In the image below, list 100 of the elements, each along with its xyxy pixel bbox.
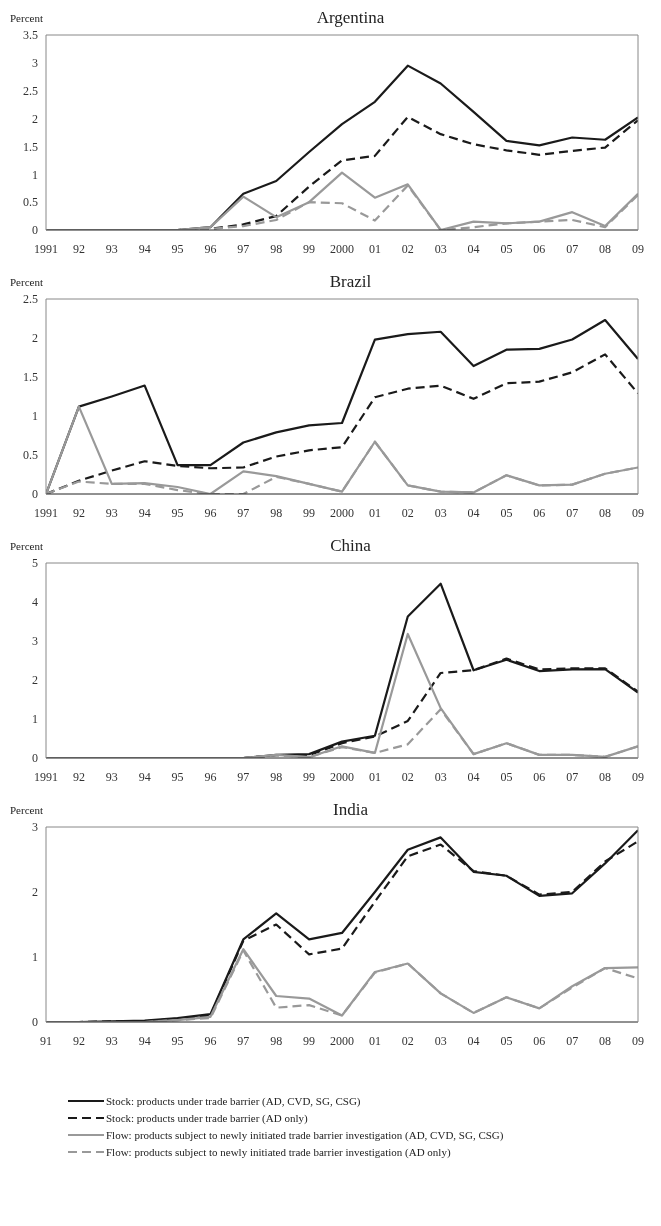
x-tick-label: 07 xyxy=(566,1033,579,1048)
y-tick-label: 1 xyxy=(32,712,38,727)
x-tick-label: 06 xyxy=(533,769,546,784)
x-tick-label: 1991 xyxy=(34,505,58,520)
x-tick-label: 1991 xyxy=(34,241,58,256)
y-tick-label: 3 xyxy=(32,820,38,835)
x-tick-label: 98 xyxy=(270,505,283,520)
x-tick-label: 92 xyxy=(72,1033,85,1048)
x-tick-label: 91 xyxy=(40,1033,52,1048)
y-tick-label: 1.5 xyxy=(23,370,38,385)
x-tick-label: 96 xyxy=(204,769,217,784)
x-tick-label: 02 xyxy=(401,241,414,256)
x-tick-label: 04 xyxy=(467,769,480,784)
x-tick-label: 05 xyxy=(500,241,513,256)
x-tick-label: 95 xyxy=(171,505,184,520)
y-tick-label: 1 xyxy=(32,409,38,424)
x-tick-label: 07 xyxy=(566,505,579,520)
y-axis-title: Percent xyxy=(10,804,43,816)
x-tick-label: 09 xyxy=(632,1033,644,1048)
x-tick-label: 01 xyxy=(368,769,381,784)
x-tick-label: 94 xyxy=(138,241,151,256)
x-tick-label: 04 xyxy=(467,1033,480,1048)
chart-title: Brazil xyxy=(329,272,372,291)
x-tick-label: 94 xyxy=(138,769,151,784)
y-tick-label: 2.5 xyxy=(23,83,38,98)
y-tick-label: 1 xyxy=(32,950,38,965)
x-tick-label: 07 xyxy=(566,769,579,784)
x-tick-label: 97 xyxy=(237,241,250,256)
x-tick-label: 97 xyxy=(237,505,250,520)
legend-label: Stock: products under trade barrier (AD only) xyxy=(106,1111,308,1124)
x-tick-label: 95 xyxy=(171,769,184,784)
x-tick-label: 95 xyxy=(171,1033,184,1048)
y-tick-label: 2 xyxy=(32,111,38,126)
x-tick-label: 05 xyxy=(500,505,513,520)
x-tick-label: 99 xyxy=(303,241,316,256)
y-tick-label: 3.5 xyxy=(23,28,38,43)
y-axis-title: Percent xyxy=(10,540,43,552)
y-tick-label: 0 xyxy=(32,1015,38,1030)
x-tick-label: 04 xyxy=(467,505,480,520)
x-tick-label: 06 xyxy=(533,1033,546,1048)
y-axis-title: Percent xyxy=(10,276,43,288)
x-tick-label: 92 xyxy=(72,769,85,784)
x-tick-label: 03 xyxy=(434,505,447,520)
y-tick-label: 2 xyxy=(32,331,38,346)
x-tick-label: 01 xyxy=(368,1033,381,1048)
x-tick-label: 1991 xyxy=(34,769,58,784)
y-tick-label: 2.5 xyxy=(23,292,38,307)
y-tick-label: 5 xyxy=(32,556,38,571)
x-tick-label: 96 xyxy=(204,505,217,520)
x-tick-label: 09 xyxy=(632,769,644,784)
y-tick-label: 2 xyxy=(32,673,38,688)
x-tick-label: 94 xyxy=(138,1033,151,1048)
x-tick-label: 98 xyxy=(270,769,283,784)
x-tick-label: 04 xyxy=(467,241,480,256)
x-tick-label: 09 xyxy=(632,505,644,520)
x-tick-label: 02 xyxy=(401,1033,414,1048)
x-tick-label: 95 xyxy=(171,241,184,256)
x-tick-label: 03 xyxy=(434,1033,447,1048)
x-tick-label: 93 xyxy=(105,769,118,784)
x-tick-label: 92 xyxy=(72,505,85,520)
x-tick-label: 03 xyxy=(434,769,447,784)
x-tick-label: 94 xyxy=(138,505,151,520)
x-tick-label: 98 xyxy=(270,1033,283,1048)
chart-title: Argentina xyxy=(316,8,385,27)
y-tick-label: 0 xyxy=(32,487,38,502)
y-axis-title: Percent xyxy=(10,12,43,24)
x-tick-label: 99 xyxy=(303,1033,316,1048)
x-tick-label: 96 xyxy=(204,1033,217,1048)
chart-title: India xyxy=(333,800,368,819)
x-tick-label: 2000 xyxy=(330,769,354,784)
x-tick-label: 98 xyxy=(270,241,283,256)
x-tick-label: 92 xyxy=(72,241,85,256)
x-tick-label: 93 xyxy=(105,1033,118,1048)
x-tick-label: 02 xyxy=(401,505,414,520)
x-tick-label: 06 xyxy=(533,505,546,520)
x-tick-label: 99 xyxy=(303,769,316,784)
x-tick-label: 07 xyxy=(566,241,579,256)
y-tick-label: 0.5 xyxy=(23,448,38,463)
x-tick-label: 01 xyxy=(368,241,381,256)
x-tick-label: 05 xyxy=(500,1033,513,1048)
x-tick-label: 01 xyxy=(368,505,381,520)
y-tick-label: 2 xyxy=(32,885,38,900)
x-tick-label: 08 xyxy=(599,769,612,784)
y-tick-label: 3 xyxy=(32,56,38,71)
x-tick-label: 99 xyxy=(303,505,316,520)
x-tick-label: 2000 xyxy=(330,505,354,520)
x-tick-label: 97 xyxy=(237,769,250,784)
x-tick-label: 2000 xyxy=(330,241,354,256)
y-tick-label: 0.5 xyxy=(23,195,38,210)
x-tick-label: 05 xyxy=(500,769,513,784)
x-tick-label: 08 xyxy=(599,505,612,520)
x-tick-label: 08 xyxy=(599,1033,612,1048)
x-tick-label: 03 xyxy=(434,241,447,256)
y-tick-label: 0 xyxy=(32,223,38,238)
legend-label: Flow: products subject to newly initiated trade barrier investigation (AD only) xyxy=(106,1145,451,1158)
y-tick-label: 1.5 xyxy=(23,139,38,154)
legend-label: Flow: products subject to newly initiated trade barrier investigation (AD, CVD, SG, CSG) xyxy=(106,1128,504,1141)
y-tick-label: 0 xyxy=(32,751,38,766)
x-tick-label: 08 xyxy=(599,241,612,256)
x-tick-label: 93 xyxy=(105,505,118,520)
